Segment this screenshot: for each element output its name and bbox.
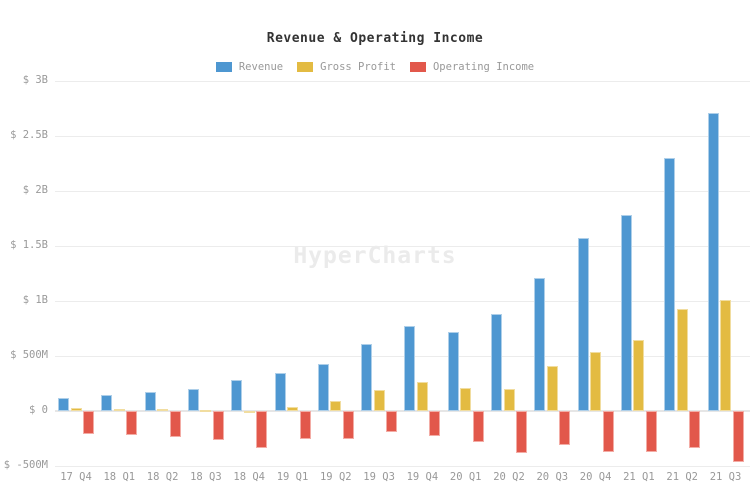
y-tick-label: $ 0 — [29, 404, 48, 416]
x-tick-label-20-q1: 20 Q1 — [449, 471, 482, 483]
x-tick-label-19-q4: 19 Q4 — [406, 471, 439, 483]
bar-operating-income-19-q2[interactable] — [342, 411, 354, 439]
gridline — [55, 136, 750, 137]
gridline — [55, 81, 750, 82]
bar-revenue-20-q2[interactable] — [491, 313, 502, 411]
x-tick-label-20-q3: 20 Q3 — [536, 471, 569, 483]
bar-gross-profit-20-q4[interactable] — [590, 352, 602, 411]
bar-gross-profit-20-q2[interactable] — [503, 389, 515, 411]
x-tick-label-20-q4: 20 Q4 — [579, 471, 612, 483]
bar-revenue-21-q3[interactable] — [707, 112, 719, 411]
bar-revenue-19-q3[interactable] — [361, 343, 373, 411]
gridline — [55, 301, 750, 302]
y-tick-label: $ 1.5B — [10, 239, 48, 251]
legend-swatch-gross-profit — [297, 62, 314, 72]
legend-swatch-revenue — [215, 62, 232, 72]
bar-revenue-18-q4[interactable] — [231, 380, 243, 411]
bar-gross-profit-19-q2[interactable] — [330, 400, 342, 411]
y-tick-label: $ 3B — [22, 74, 48, 86]
bar-operating-income-21-q3[interactable] — [732, 411, 744, 463]
gridline — [55, 466, 750, 467]
legend-label: Gross Profit — [320, 61, 396, 73]
bar-gross-profit-18-q3[interactable] — [200, 409, 212, 412]
legend-item-gross-profit[interactable]: Gross Profit — [297, 61, 396, 73]
bar-revenue-18-q3[interactable] — [187, 389, 199, 411]
watermark: HyperCharts — [293, 243, 457, 269]
bar-gross-profit-21-q2[interactable] — [676, 308, 688, 411]
bar-operating-income-20-q3[interactable] — [559, 411, 571, 446]
bar-operating-income-17-q4[interactable] — [83, 411, 94, 434]
y-tick-label: $ 500M — [10, 349, 48, 361]
y-tick-label: $ 1B — [22, 294, 48, 306]
bar-operating-income-20-q2[interactable] — [516, 411, 527, 453]
x-tick-label-21-q2: 21 Q2 — [666, 471, 698, 483]
bar-revenue-17-q4[interactable] — [58, 398, 69, 411]
bar-revenue-19-q1[interactable] — [274, 372, 286, 411]
x-tick-label-21-q3: 21 Q3 — [709, 471, 742, 483]
bar-gross-profit-20-q3[interactable] — [546, 366, 558, 411]
zero-gridline — [55, 410, 750, 412]
x-tick-label-18-q2: 18 Q2 — [146, 471, 179, 483]
bar-revenue-20-q1[interactable] — [447, 332, 459, 411]
bar-gross-profit-19-q3[interactable] — [373, 389, 385, 411]
y-tick-label: $ 2B — [22, 184, 48, 196]
x-tick-label-20-q2: 20 Q2 — [493, 471, 525, 483]
x-tick-label-18-q1: 18 Q1 — [103, 471, 136, 483]
bar-gross-profit-20-q1[interactable] — [460, 388, 472, 411]
bar-gross-profit-19-q1[interactable] — [287, 406, 298, 411]
bar-gross-profit-19-q4[interactable] — [416, 381, 428, 411]
x-tick-label-18-q3: 18 Q3 — [190, 471, 222, 483]
x-tick-label-17-q4: 17 Q4 — [60, 471, 92, 483]
bar-operating-income-18-q1[interactable] — [126, 411, 138, 435]
bar-operating-income-18-q3[interactable] — [212, 411, 224, 440]
bar-gross-profit-18-q4[interactable] — [243, 411, 255, 413]
bar-revenue-18-q2[interactable] — [144, 391, 156, 411]
bar-gross-profit-18-q1[interactable] — [113, 409, 125, 412]
bar-revenue-19-q2[interactable] — [317, 363, 329, 411]
bar-operating-income-20-q1[interactable] — [472, 411, 484, 442]
bar-revenue-20-q3[interactable] — [534, 277, 546, 411]
bar-operating-income-19-q1[interactable] — [299, 411, 311, 439]
bar-revenue-20-q4[interactable] — [577, 238, 589, 411]
bar-operating-income-21-q1[interactable] — [645, 411, 657, 452]
bar-gross-profit-17-q4[interactable] — [70, 407, 82, 411]
bar-operating-income-19-q4[interactable] — [429, 411, 441, 436]
legend: Revenue Gross Profit Operating Income — [0, 61, 750, 73]
bar-operating-income-20-q4[interactable] — [602, 411, 614, 452]
bar-revenue-21-q2[interactable] — [664, 158, 676, 411]
x-tick-label-19-q2: 19 Q2 — [319, 471, 352, 483]
bar-operating-income-19-q3[interactable] — [386, 411, 398, 433]
gridline — [55, 191, 750, 192]
x-tick-label-18-q4: 18 Q4 — [233, 471, 265, 483]
gridline — [55, 246, 750, 247]
x-tick-label-21-q1: 21 Q1 — [623, 471, 655, 483]
bar-revenue-19-q4[interactable] — [404, 325, 416, 411]
bar-gross-profit-18-q2[interactable] — [157, 409, 169, 412]
y-tick-label: $ -500M — [3, 459, 48, 471]
x-tick-label-19-q1: 19 Q1 — [276, 471, 309, 483]
chart-title: Revenue & Operating Income — [266, 31, 484, 46]
legend-label: Operating Income — [432, 61, 535, 73]
bar-gross-profit-21-q1[interactable] — [633, 339, 645, 411]
legend-label: Revenue — [238, 61, 284, 73]
legend-item-operating-income[interactable]: Operating Income — [409, 61, 535, 73]
legend-swatch-operating-income — [409, 62, 426, 72]
bar-revenue-21-q1[interactable] — [620, 215, 632, 411]
legend-item-revenue[interactable]: Revenue — [215, 61, 284, 73]
gridline — [55, 356, 750, 357]
bar-operating-income-18-q2[interactable] — [169, 411, 181, 437]
bar-operating-income-21-q2[interactable] — [689, 411, 701, 449]
x-tick-label-19-q3: 19 Q3 — [363, 471, 395, 483]
bar-revenue-18-q1[interactable] — [101, 394, 113, 411]
bar-gross-profit-21-q3[interactable] — [720, 299, 731, 411]
bar-operating-income-18-q4[interactable] — [256, 411, 268, 449]
y-tick-label: $ 2.5B — [10, 129, 48, 141]
